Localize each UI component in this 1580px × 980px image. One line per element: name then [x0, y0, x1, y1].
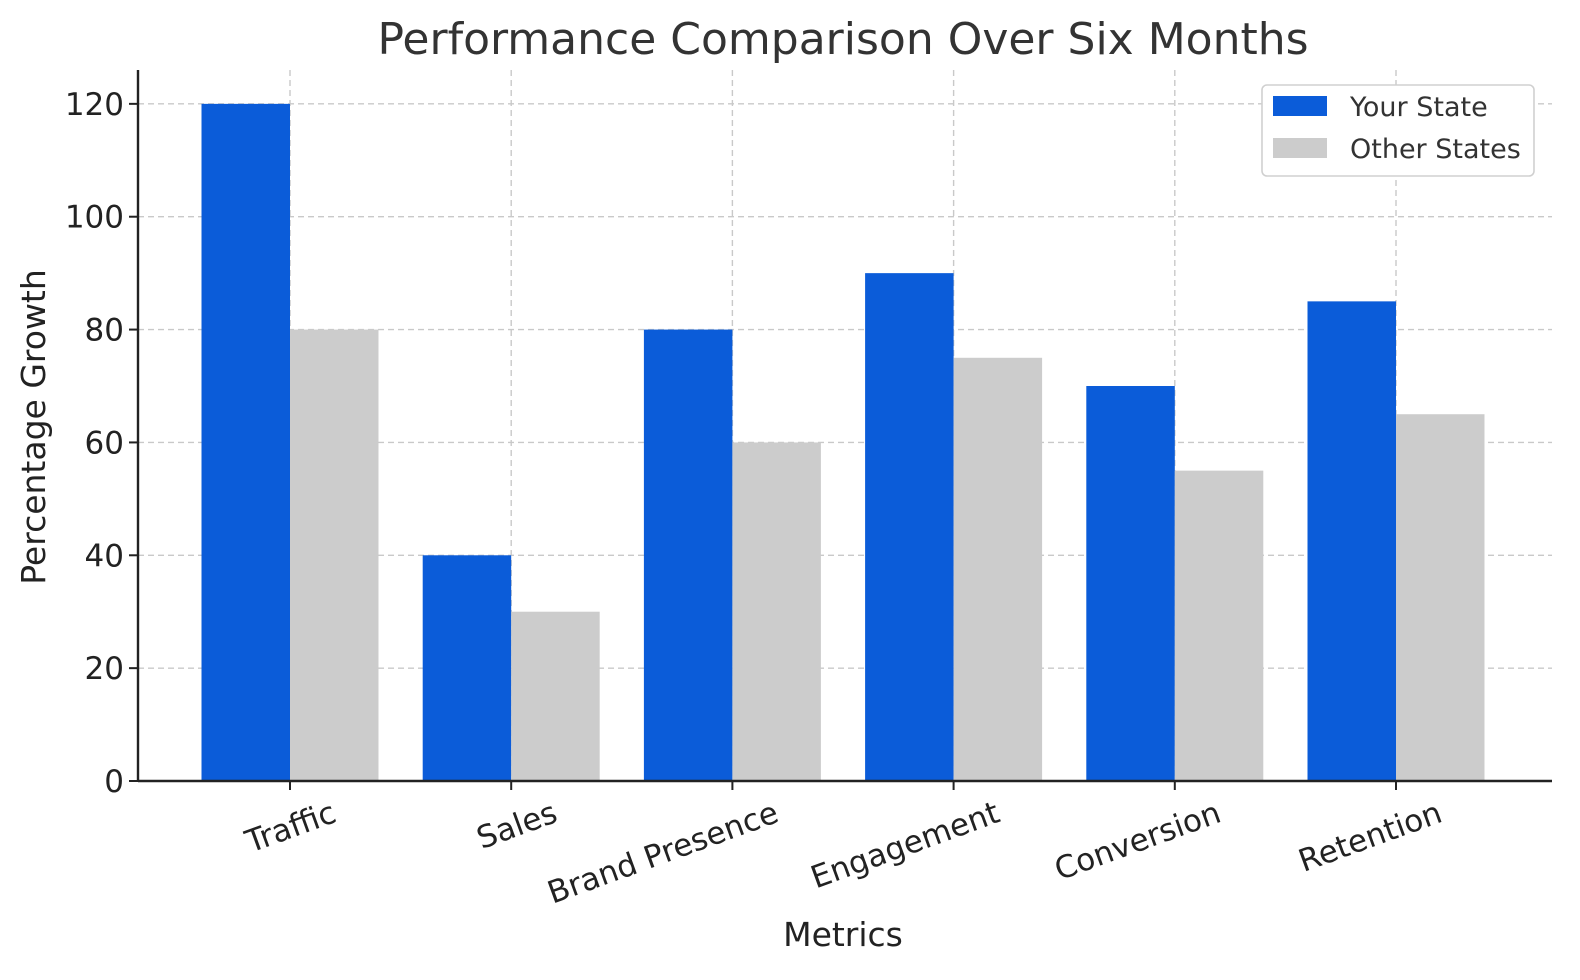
- legend-label-your-state: Your State: [1349, 92, 1488, 123]
- bar-your-state-engagement: [865, 273, 954, 781]
- bar-other-states-brand-presence: [732, 442, 821, 781]
- bar-your-state-sales: [422, 555, 512, 781]
- bar-other-states-retention: [1396, 414, 1485, 781]
- y-axis-label: Percentage Growth: [14, 269, 53, 585]
- bar-other-states-engagement: [953, 357, 1043, 781]
- y-tick-label: 120: [65, 87, 124, 123]
- y-tick-label: 20: [85, 651, 124, 687]
- y-tick-label: 0: [104, 764, 124, 800]
- bar-your-state-brand-presence: [643, 329, 733, 781]
- legend: Your State Other States: [1261, 84, 1535, 177]
- y-tick-label: 40: [85, 538, 124, 574]
- legend-swatch-other-states: [1273, 138, 1327, 158]
- y-tick-label: 80: [85, 313, 124, 349]
- bar-other-states-traffic: [290, 329, 379, 781]
- bar-other-states-sales: [511, 611, 600, 781]
- y-ticks: 0 20 40 60 80 100 120: [65, 87, 138, 800]
- bar-your-state-traffic: [201, 103, 290, 782]
- bar-other-states-conversion: [1174, 470, 1264, 781]
- axes: [136, 70, 1552, 783]
- x-axis-label: Metrics: [783, 915, 903, 954]
- legend-box: [1261, 84, 1535, 177]
- bars: [201, 103, 1485, 782]
- y-tick-label: 100: [65, 200, 124, 236]
- bar-your-state-retention: [1307, 301, 1396, 781]
- legend-swatch-your-state: [1273, 96, 1327, 116]
- bar-your-state-conversion: [1086, 386, 1175, 781]
- y-tick-label: 60: [85, 425, 124, 461]
- legend-label-other-states: Other States: [1350, 134, 1521, 165]
- chart-title: Performance Comparison Over Six Months: [377, 14, 1308, 65]
